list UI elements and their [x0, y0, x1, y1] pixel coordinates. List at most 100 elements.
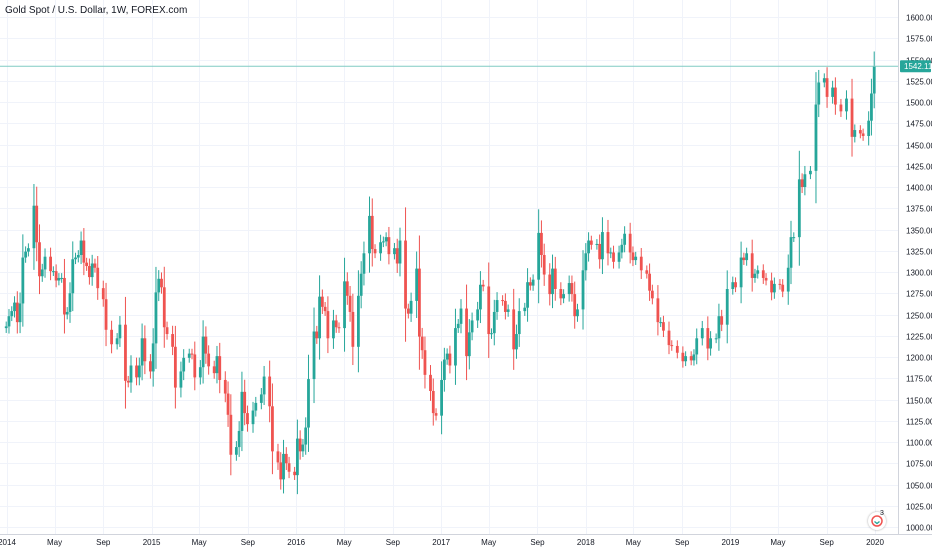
candle-body	[348, 295, 352, 312]
candle-body	[143, 338, 147, 362]
time-tick-label: Sep	[386, 538, 401, 547]
candle-body	[373, 249, 377, 254]
candle-body	[753, 273, 757, 278]
candle-body	[512, 309, 516, 350]
candle-body	[24, 251, 28, 258]
candle-body	[124, 324, 127, 381]
candle-body	[362, 253, 366, 274]
candle-body	[454, 328, 457, 366]
candle-body	[237, 430, 241, 448]
time-tick-label: 2017	[432, 538, 450, 547]
candle-body	[104, 299, 108, 330]
candle-body	[562, 294, 566, 299]
candle-body	[814, 104, 818, 171]
candle-body	[315, 331, 319, 339]
candle-body	[601, 232, 604, 260]
price-tick-label: 1050.00	[906, 482, 932, 491]
candle-body	[567, 283, 571, 295]
candle-body	[872, 66, 876, 94]
symbol-title[interactable]: Gold Spot / U.S. Dollar, 1W, FOREX.com	[5, 5, 188, 16]
price-tick-label: 1000.00	[906, 524, 932, 533]
candle-body	[7, 316, 11, 327]
candle-body	[287, 463, 291, 472]
candle-body	[370, 215, 374, 250]
candle-body	[845, 98, 848, 112]
price-tick-label: 1025.00	[906, 503, 932, 512]
candle-body	[234, 447, 238, 455]
candle-body	[551, 268, 554, 295]
candle-body	[445, 353, 449, 360]
events-count: 3	[880, 510, 884, 517]
candle-body	[639, 256, 643, 271]
candle-body	[307, 379, 310, 428]
candle-body	[165, 327, 169, 335]
candle-body	[126, 380, 130, 383]
price-tick-label: 1450.00	[906, 142, 932, 151]
candle-body	[418, 268, 421, 337]
candle-body	[312, 331, 316, 380]
candle-body	[792, 237, 796, 239]
candle-body	[442, 359, 446, 380]
candle-body	[692, 354, 696, 361]
candle-body	[323, 306, 327, 312]
candle-body	[343, 281, 346, 329]
time-tick-label: May	[192, 538, 207, 547]
time-tick-label: Sep	[675, 538, 690, 547]
candle-body	[817, 82, 821, 105]
candle-body	[4, 326, 8, 329]
candle-body	[154, 292, 158, 344]
candle-body	[21, 257, 25, 304]
candle-body	[57, 277, 61, 281]
candle-body	[528, 282, 532, 286]
candle-body	[254, 402, 258, 411]
candle-body	[345, 281, 349, 296]
candle-body	[573, 294, 577, 317]
price-tick-label: 1600.00	[906, 14, 932, 23]
candle-body	[406, 308, 410, 314]
earnings-events-icon	[871, 515, 883, 527]
events-badge[interactable]: 3	[868, 510, 886, 530]
candle-body	[861, 133, 865, 136]
candle-body	[71, 259, 75, 294]
candle-body	[393, 248, 396, 255]
candle-body	[429, 374, 432, 391]
candle-body	[32, 205, 36, 249]
candle-body	[110, 329, 113, 345]
candle-body	[448, 353, 452, 366]
price-tick-label: 1150.00	[906, 397, 932, 406]
price-tick-label: 1475.00	[906, 120, 932, 129]
candle-body	[215, 356, 219, 374]
time-tick-label: Sep	[241, 538, 256, 547]
price-tick-label: 1575.00	[906, 35, 932, 44]
candle-body	[65, 311, 69, 315]
price-tick-label: 1400.00	[906, 184, 932, 193]
time-tick-label: 2014	[0, 538, 16, 547]
candle-body	[481, 284, 485, 287]
candle-body	[118, 324, 122, 339]
candle-body	[853, 130, 857, 137]
candle-body	[764, 277, 768, 281]
candle-body	[10, 311, 14, 317]
time-tick-label: 2020	[866, 538, 884, 547]
candle-body	[304, 427, 308, 445]
candle-body	[470, 320, 474, 333]
candle-body	[43, 256, 47, 270]
candle-body	[268, 376, 272, 407]
candle-body	[423, 350, 427, 375]
candle-body	[40, 269, 44, 277]
candle-body	[540, 232, 543, 255]
candle-body	[38, 242, 41, 277]
candle-body	[243, 391, 247, 414]
candle-body	[479, 284, 482, 310]
time-tick-label: 2018	[577, 538, 595, 547]
candle-body	[492, 311, 496, 334]
candle-body	[204, 336, 208, 354]
candle-body	[487, 286, 491, 335]
candle-body	[51, 271, 55, 273]
candle-body	[742, 257, 746, 261]
candle-body	[160, 278, 163, 288]
price-tick-label: 1100.00	[906, 439, 932, 448]
candle-body	[700, 328, 704, 339]
candle-body	[725, 289, 729, 325]
